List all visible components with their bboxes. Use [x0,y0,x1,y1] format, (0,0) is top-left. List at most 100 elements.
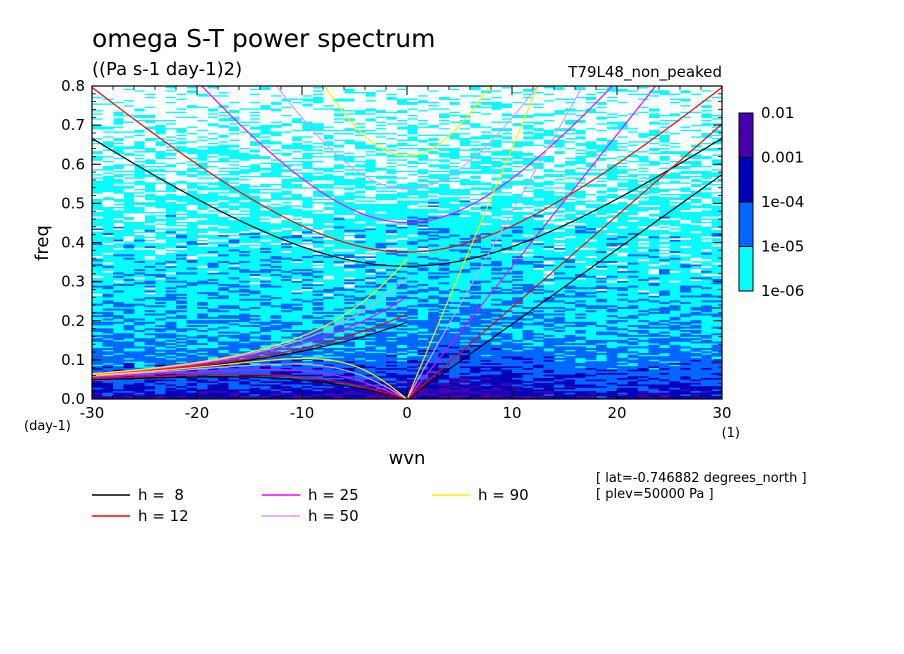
heatmap-cell [417,239,429,242]
heatmap-cell [522,382,534,385]
heatmap-cell [165,264,177,267]
heatmap-cell [438,141,450,143]
heatmap-cell [134,198,145,201]
heatmap-cell [197,96,208,99]
heatmap-cell [102,200,114,203]
heatmap-cell [522,101,534,104]
heatmap-cell [155,104,166,107]
heatmap-cell [533,265,544,268]
heatmap-cell [533,96,544,99]
heatmap-cell [249,246,261,249]
heatmap-cell [144,357,156,360]
heatmap-cell [543,116,555,119]
heatmap-cell [449,328,460,331]
heatmap-cell [554,118,565,120]
heatmap-cell [438,162,450,165]
heatmap-cell [438,390,450,393]
heatmap-cell [239,137,250,140]
heatmap-cell [480,364,492,367]
heatmap-cell [575,351,586,354]
heatmap-cell [176,214,187,217]
heatmap-cell [459,124,471,127]
heatmap-cell [543,375,555,378]
heatmap-cell [344,177,355,180]
heatmap-cell [312,229,324,232]
heatmap-cell [449,159,460,162]
heatmap-cell [344,185,355,188]
heatmap-cell [480,310,492,313]
heatmap-cell [260,264,271,267]
heatmap-cell [291,152,303,155]
heatmap-cell [512,172,523,175]
heatmap-cell [333,385,345,388]
heatmap-cell [291,341,303,344]
heatmap-cell [260,336,271,339]
heatmap-cell [239,167,250,170]
heatmap-cell [365,122,376,125]
heatmap-cell [375,108,387,111]
heatmap-cell [501,234,513,237]
heatmap-cell [554,149,565,152]
heatmap-cell [428,336,439,339]
heatmap-cell [102,315,114,318]
heatmap-cell [501,165,513,168]
heatmap-cell [228,131,240,134]
heatmap-cell [512,188,523,191]
heatmap-cell [512,231,523,234]
heatmap-cell [459,86,471,89]
heatmap-cell [260,270,271,273]
heatmap-cell [417,164,429,166]
heatmap-cell [92,293,103,296]
heatmap-cell [323,256,334,258]
heatmap-cell [134,397,145,399]
heatmap-cell [554,104,565,107]
heatmap-cell [333,359,345,362]
heatmap-cell [186,267,198,270]
heatmap-cell [197,226,208,229]
heatmap-cell [354,361,366,364]
heatmap-cell [375,134,387,137]
heatmap-cell [186,95,198,97]
heatmap-cell [522,387,534,390]
heatmap-cell [575,349,586,352]
heatmap-cell [281,236,292,239]
heatmap-cell [449,394,460,397]
heatmap-cell [585,310,597,313]
heatmap-cell [575,126,586,129]
heatmap-cell [134,106,145,109]
heatmap-cell [291,96,303,99]
heatmap-cell [207,348,219,350]
heatmap-cell [512,326,523,329]
heatmap-cell [134,303,145,306]
heatmap-cell [554,354,565,357]
heatmap-cell [134,356,145,359]
heatmap-cell [176,231,187,234]
heatmap-cell [249,390,261,393]
heatmap-cell [585,103,597,106]
heatmap-cell [596,99,607,102]
heatmap-cell [554,364,565,367]
heatmap-cell [197,180,208,183]
heatmap-cell [533,377,544,380]
heatmap-cell [596,167,607,170]
heatmap-cell [438,334,450,337]
heatmap-cell [207,265,219,268]
heatmap-cell [197,168,208,171]
heatmap-cell [144,122,156,125]
heatmap-cell [333,119,345,122]
heatmap-cell [176,302,187,304]
heatmap-cell [291,352,303,355]
heatmap-cell [438,118,450,120]
heatmap-cell [270,150,282,153]
heatmap-cell [365,173,376,176]
heatmap-cell [186,320,198,323]
heatmap-cell [564,236,576,239]
heatmap-cell [554,367,565,370]
heatmap-cell [228,90,240,93]
heatmap-cell [155,328,166,331]
heatmap-cell [113,96,124,99]
heatmap-cell [606,185,618,188]
heatmap-cell [113,91,124,94]
heatmap-cell [575,364,586,367]
heatmap-cell [596,380,607,383]
